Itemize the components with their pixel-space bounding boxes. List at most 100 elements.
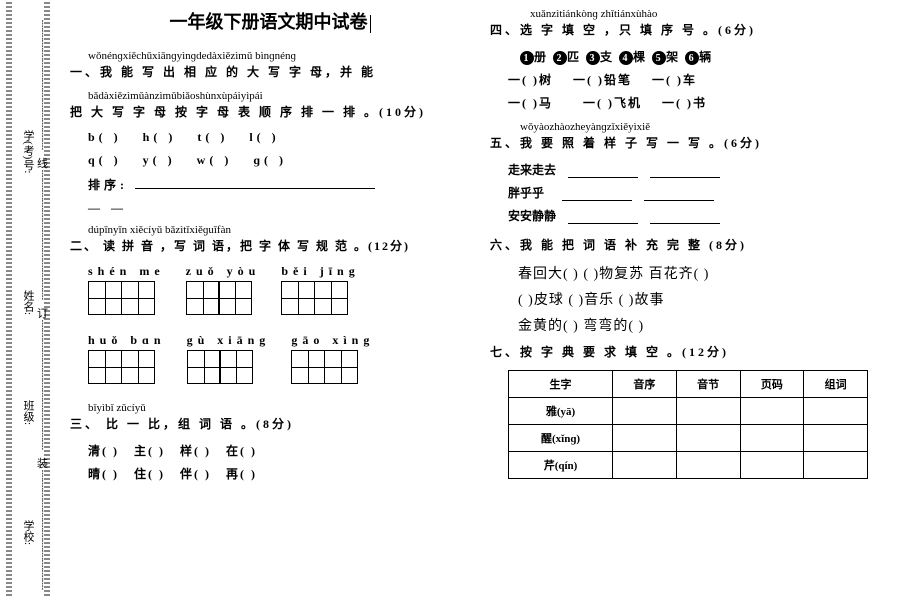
table-header: 音序 [613,371,677,398]
q3-row1: 清( ) 主( ) 样( ) 在( ) [70,442,470,459]
q5-text: 五、我 要 照 着 样 子 写 一 写 。(6分) [490,134,890,151]
q2-text: 二、 读 拼 音 ，写 词 语，把 字 体 写 规 范 。(12分) [70,237,470,254]
binding-label-class: 班级: [20,400,36,425]
table-cell: 雅(yā) [509,398,613,425]
table-cell [613,452,677,479]
pinyin-label: yòu [227,264,261,278]
char-box [187,350,221,384]
char-box [281,281,315,315]
q4-row2: 一( )马 一( )飞机 一( )书 [490,94,890,111]
pinyin-label: gāo [291,333,324,347]
circled-number-icon: 5 [652,51,666,65]
q3-text: 三、 比 一 比，组 词 语 。(8分) [70,415,470,432]
circled-number-icon: 2 [553,51,567,65]
table-cell [804,452,868,479]
table-cell [740,452,804,479]
char-box [88,350,122,384]
table-cell [676,452,740,479]
fill-item: 一( )铅笔 [573,73,632,87]
letter-item: l( ) [249,130,279,144]
word-item: 主( ) [134,444,165,458]
word-item: 在( ) [226,444,257,458]
q7-table: 生字 音序 音节 页码 组词 雅(yā) 醒(xǐnɡ) 芹(qín) [508,370,868,479]
table-cell [740,398,804,425]
table-cell [676,398,740,425]
table-header: 页码 [740,371,804,398]
fill-item: 一( )马 [508,96,553,110]
q6-line1: 春回大( ) ( )物复苏 百花齐( ) [490,263,890,283]
q1-pinyin1: wǒnénɡxiěchūxiānɡyìnɡdedàxiězìmǔ bìnɡnén… [70,50,470,62]
table-cell [613,398,677,425]
blank-line [568,212,638,224]
right-page: xuǎnzìtiánkònɡ zhǐtiánxùhào 四、选 字 填 空 ，只… [490,8,890,479]
q1-row2: q( ) y( ) w( ) ɡ( ) [70,153,470,168]
page-title: 一年级下册语文期中试卷 [70,8,470,34]
example-word: 走来走去 [508,163,556,177]
char-box [324,350,358,384]
fill-item: 一( )车 [652,73,697,87]
table-cell [613,425,677,452]
word-item: 晴( ) [88,467,119,481]
option-item: 架 [666,50,680,64]
q5-item2: 胖乎乎 [490,184,890,201]
q1-row1: b( ) h( ) t( ) l( ) [70,130,470,145]
q3-pinyin: bǐyìbǐ zǔcíyǔ [70,402,470,414]
pinyin-label: jīng [320,264,360,278]
q2-pinyin: dúpīnyīn xiěcíyǔ bǎzìtǐxiěɡuīfàn [70,224,470,236]
title-text: 一年级下册语文期中试卷 [170,12,368,32]
q6-line3: 金黄的( ) 弯弯的( ) [490,315,890,335]
dotcol: ┊┊┊┊┊┊┊┊┊┊┊┊ [40,470,50,590]
binding-label-name: 姓名: [20,290,36,315]
table-header: 生字 [509,371,613,398]
q2-boxrow2: huǒ bɑn gù xiāng gāo xìng [70,333,470,388]
option-item: 辆 [699,50,713,64]
table-header-row: 生字 音序 音节 页码 组词 [509,371,868,398]
table-cell: 芹(qín) [509,452,613,479]
letter-item: q( ) [88,153,122,167]
left-page: 一年级下册语文期中试卷 wǒnénɡxiěchūxiānɡyìnɡdedàxiě… [70,8,470,488]
pinyin-label: me [139,264,164,278]
pinyin-label: běi [281,264,311,278]
table-row: 芹(qín) [509,452,868,479]
circled-number-icon: 1 [520,51,534,65]
char-box [218,281,252,315]
fill-item: 一( )树 [508,73,553,87]
binding-margin: 学(考)号: 姓名: 班级: 学校: ┊┊┊┊┊┊┊┊┊┊┊┊┊ 线 ┊┊┊┊┊… [0,0,56,596]
word-item: 再( ) [226,467,257,481]
blank-line [644,189,714,201]
dotcol: ┊┊┊┊┊┊┊┊┊┊┊┊┊ [40,320,50,450]
q7-text: 七、按 字 典 要 求 填 空 。(12分) [490,343,890,360]
pinyin-label: gù [187,333,210,347]
q5-item1: 走来走去 [490,161,890,178]
table-header: 音节 [676,371,740,398]
sort-label: 排序: [88,178,135,192]
fill-item: 一( )飞机 [583,96,642,110]
mark-zhuang: 装 [37,455,48,471]
letter-item: b( ) [88,130,122,144]
table-cell [676,425,740,452]
q4-options: 1册 2匹 3支 4棵 5架 6辆 [490,48,890,65]
char-box [314,281,348,315]
option-item: 册 [534,50,548,64]
option-item: 匹 [567,50,581,64]
q6-text: 六、我 能 把 词 语 补 充 完 整 (8分) [490,236,890,253]
mark-ding: 订 [37,305,48,321]
q4-text: 四、选 字 填 空 ，只 填 序 号 。(6分) [490,21,890,38]
char-box [219,350,253,384]
mark-xian: 线 [37,155,48,171]
table-cell [804,398,868,425]
char-box [88,281,122,315]
word-item: 住( ) [134,467,165,481]
blank-line [135,177,375,189]
box-pair: shén me [88,264,165,319]
blank-line [650,212,720,224]
letter-item: t( ) [197,130,228,144]
circled-number-icon: 6 [685,51,699,65]
char-box [121,350,155,384]
circled-number-icon: 3 [586,51,600,65]
pinyin-label: shén [88,264,131,278]
q5-pinyin: wǒyàozhàozheyànɡzǐxiěyìxiě [490,121,890,133]
pinyin-label: xiāng [217,333,270,347]
stripe [6,0,12,596]
table-cell: 醒(xǐnɡ) [509,425,613,452]
